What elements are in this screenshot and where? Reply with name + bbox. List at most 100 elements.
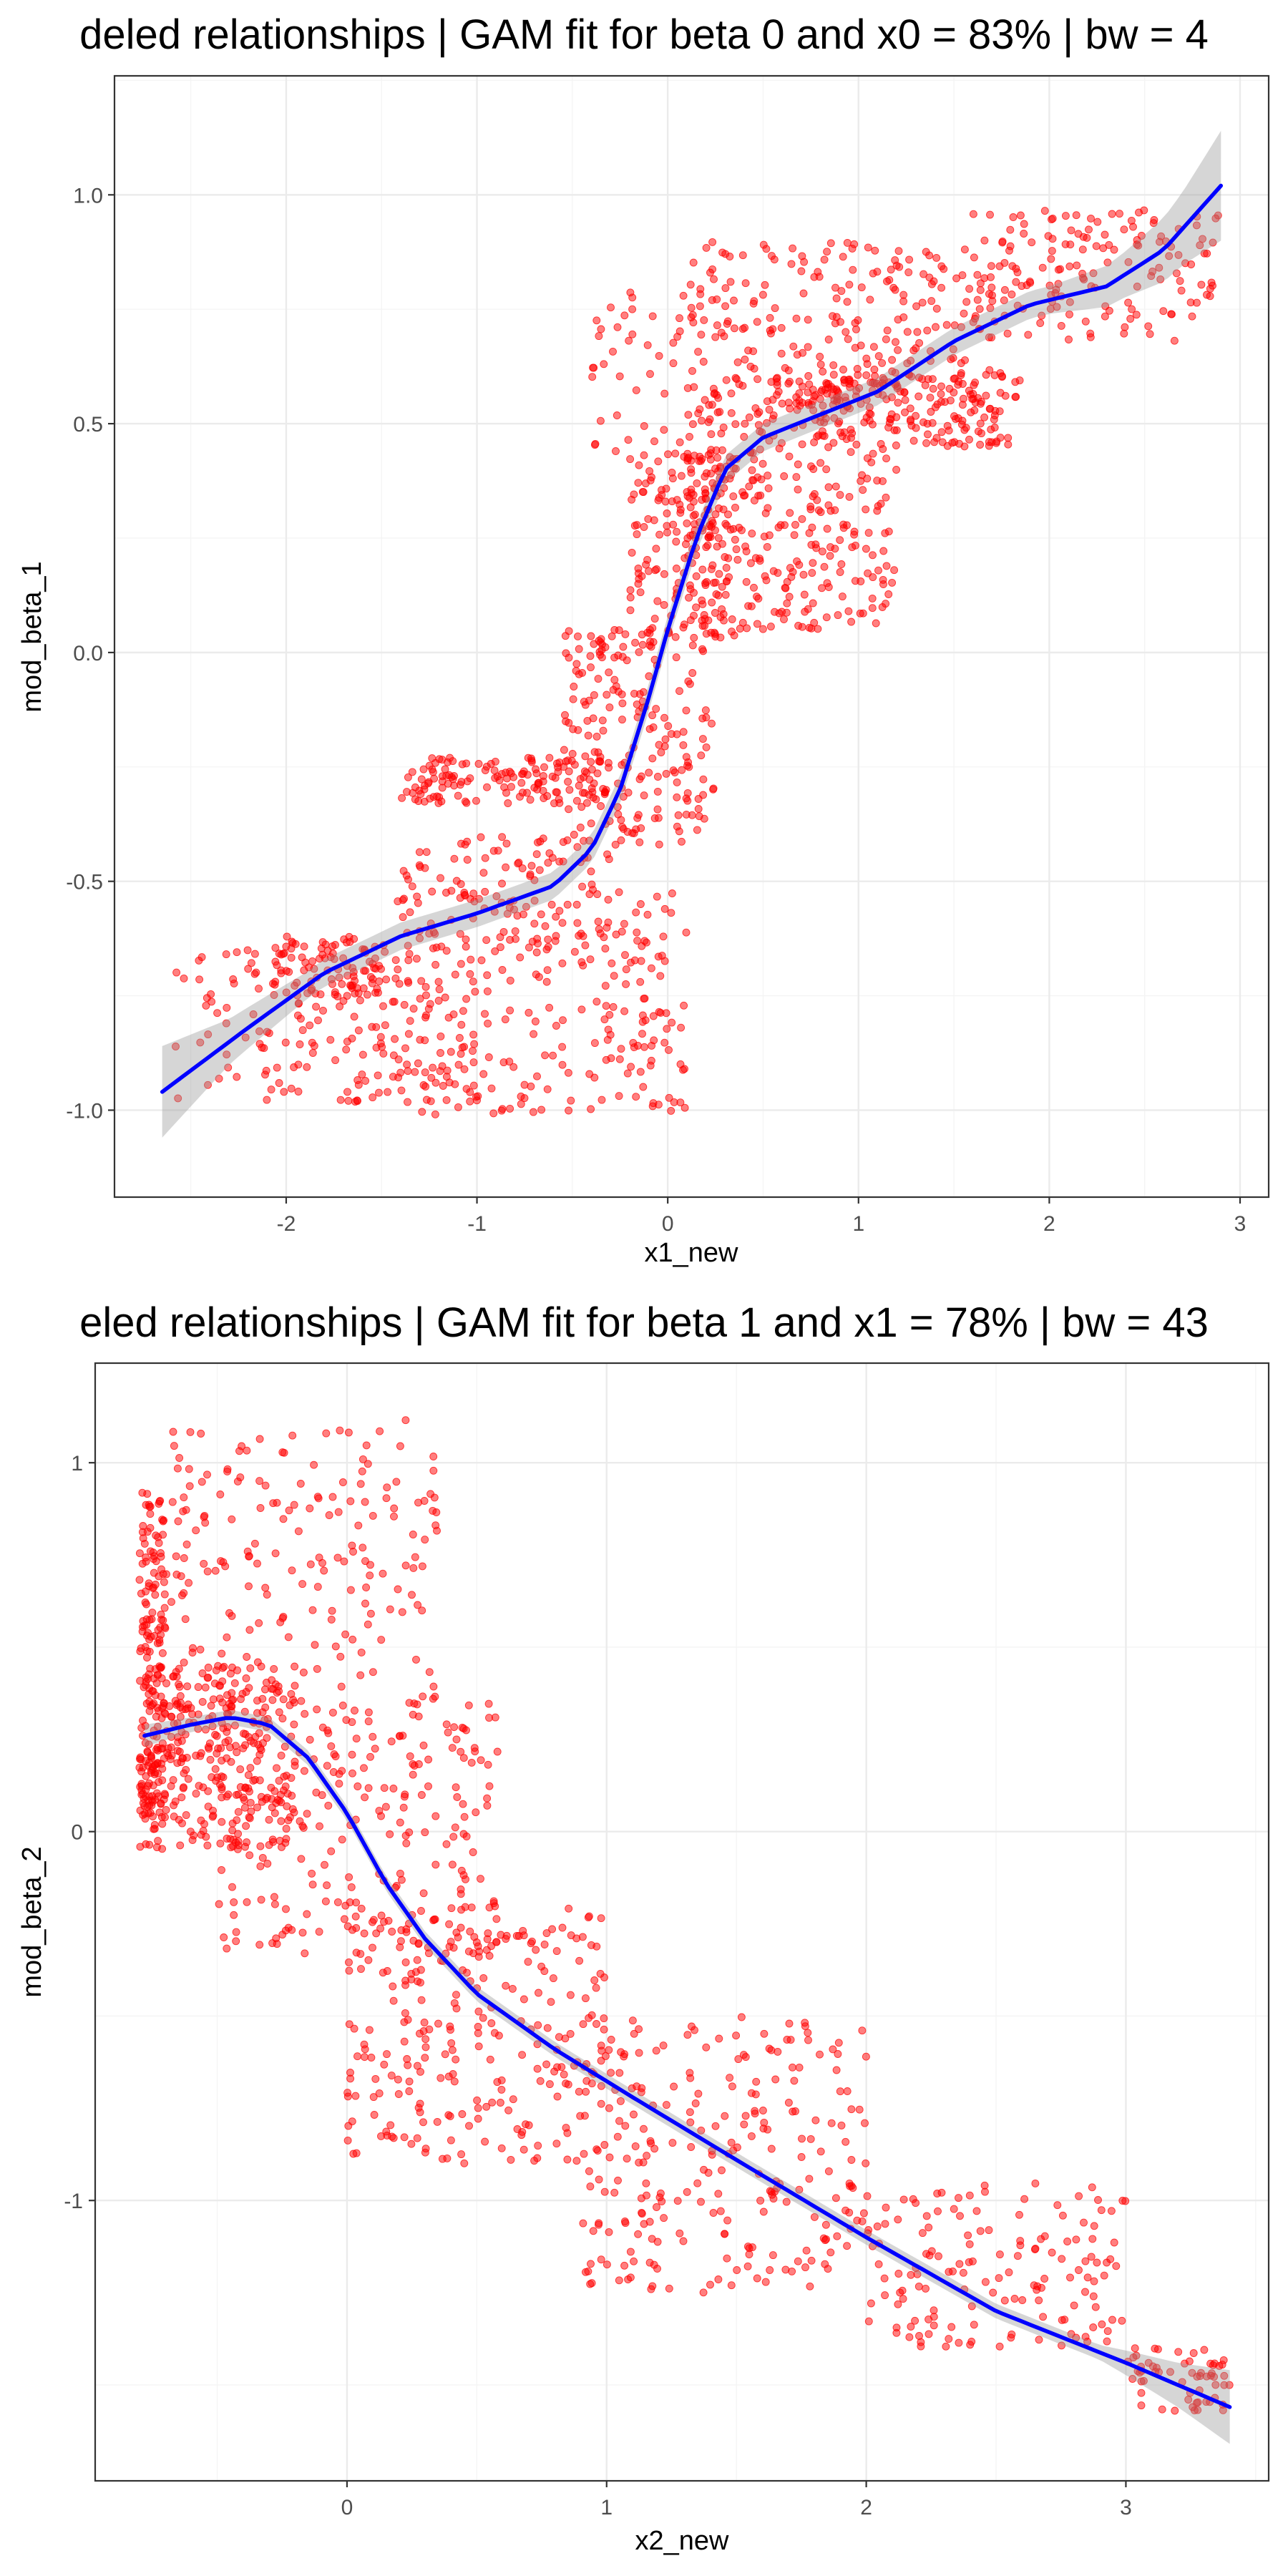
scatter-point xyxy=(965,435,973,444)
scatter-point xyxy=(647,2285,655,2293)
scatter-point xyxy=(660,600,668,609)
scatter-point xyxy=(721,590,730,599)
scatter-point xyxy=(621,951,629,960)
scatter-point xyxy=(575,2087,583,2096)
scatter-point xyxy=(180,1658,188,1667)
scatter-point xyxy=(912,424,920,432)
scatter-point xyxy=(463,777,472,786)
scatter-point xyxy=(230,1679,239,1687)
scatter-point xyxy=(848,543,857,552)
scatter-point xyxy=(454,791,462,800)
scatter-point xyxy=(429,1453,438,1460)
scatter-point xyxy=(263,1096,271,1104)
scatter-point xyxy=(257,1896,265,1904)
scatter-point xyxy=(587,2260,595,2268)
scatter-point xyxy=(1196,241,1204,250)
scatter-point xyxy=(372,1929,381,1938)
scatter-point xyxy=(1091,2303,1100,2311)
scatter-point xyxy=(727,389,736,398)
scatter-point xyxy=(778,399,786,408)
scatter-point xyxy=(479,1070,488,1078)
scatter-point xyxy=(413,2134,421,2142)
scatter-point xyxy=(572,2157,581,2165)
scatter-point xyxy=(253,1658,262,1667)
scatter-point xyxy=(582,799,591,807)
scatter-point xyxy=(1075,2266,1083,2274)
scatter-point xyxy=(868,604,877,613)
scatter-point xyxy=(769,396,777,404)
scatter-point xyxy=(679,623,688,632)
scatter-point xyxy=(365,2026,374,2034)
scatter-point xyxy=(992,437,1001,446)
scatter-point xyxy=(296,1040,304,1048)
scatter-point xyxy=(420,1497,429,1505)
scatter-point xyxy=(884,590,893,598)
scatter-point xyxy=(1013,2252,1022,2260)
scatter-point xyxy=(404,977,412,985)
scatter-point xyxy=(282,1771,291,1780)
scatter-point xyxy=(231,1742,240,1750)
scatter-point xyxy=(597,802,605,810)
scatter-point xyxy=(708,719,716,728)
scatter-point xyxy=(859,2209,868,2218)
scatter-point xyxy=(412,1655,420,1664)
scatter-point xyxy=(246,1664,255,1672)
scatter-point xyxy=(904,268,913,277)
scatter-point xyxy=(1200,2346,1209,2354)
scatter-point xyxy=(582,769,591,777)
scatter-point xyxy=(245,1626,254,1634)
scatter-point xyxy=(869,449,877,458)
scatter-point xyxy=(824,2167,833,2175)
scatter-point xyxy=(663,509,671,517)
scatter-point xyxy=(345,2020,353,2029)
scatter-point xyxy=(301,1949,309,1958)
scatter-point xyxy=(922,2250,930,2258)
scatter-point xyxy=(562,2079,570,2088)
scatter-point xyxy=(628,548,636,557)
scatter-point xyxy=(587,819,595,828)
scatter-point xyxy=(578,882,587,891)
scatter-point xyxy=(643,938,650,947)
scatter-point xyxy=(586,2182,595,2191)
scatter-point xyxy=(462,935,470,944)
scatter-point xyxy=(379,1569,387,1578)
scatter-point xyxy=(575,1956,584,1965)
scatter-point xyxy=(659,932,668,941)
scatter-point xyxy=(319,1006,327,1015)
scatter-point xyxy=(1086,333,1095,341)
scatter-point xyxy=(422,848,431,857)
scatter-point xyxy=(809,559,817,567)
scatter-point xyxy=(894,2215,902,2224)
scatter-point xyxy=(517,1092,525,1101)
scatter-point xyxy=(255,985,263,993)
scatter-point xyxy=(1108,210,1116,218)
scatter-point xyxy=(593,2147,602,2155)
scatter-point xyxy=(650,1036,658,1045)
scatter-point xyxy=(348,1769,356,1777)
scatter-point xyxy=(693,2179,702,2187)
scatter-point xyxy=(866,296,874,304)
scatter-point xyxy=(753,2274,761,2283)
scatter-point xyxy=(390,997,399,1006)
scatter-point xyxy=(518,2051,527,2059)
scatter-point xyxy=(1024,331,1033,339)
scatter-point xyxy=(172,1571,181,1579)
scatter-point xyxy=(142,1621,151,1629)
scatter-point xyxy=(552,932,560,940)
scatter-point xyxy=(600,2025,608,2034)
scatter-point xyxy=(396,1068,405,1077)
scatter-point xyxy=(222,1019,230,1028)
scatter-point xyxy=(143,1490,152,1498)
scatter-point xyxy=(401,1561,410,1570)
scatter-point xyxy=(1006,242,1015,250)
scatter-point xyxy=(1108,2316,1116,2324)
scatter-point xyxy=(975,305,984,313)
scatter-point xyxy=(1065,336,1073,343)
scatter-point xyxy=(1172,269,1181,278)
scatter-point xyxy=(442,1096,451,1104)
scatter-point xyxy=(691,2026,698,2034)
scatter-point xyxy=(438,1062,447,1070)
scatter-point xyxy=(389,1982,397,1991)
scatter-point xyxy=(613,2132,622,2141)
scatter-point xyxy=(640,523,648,531)
